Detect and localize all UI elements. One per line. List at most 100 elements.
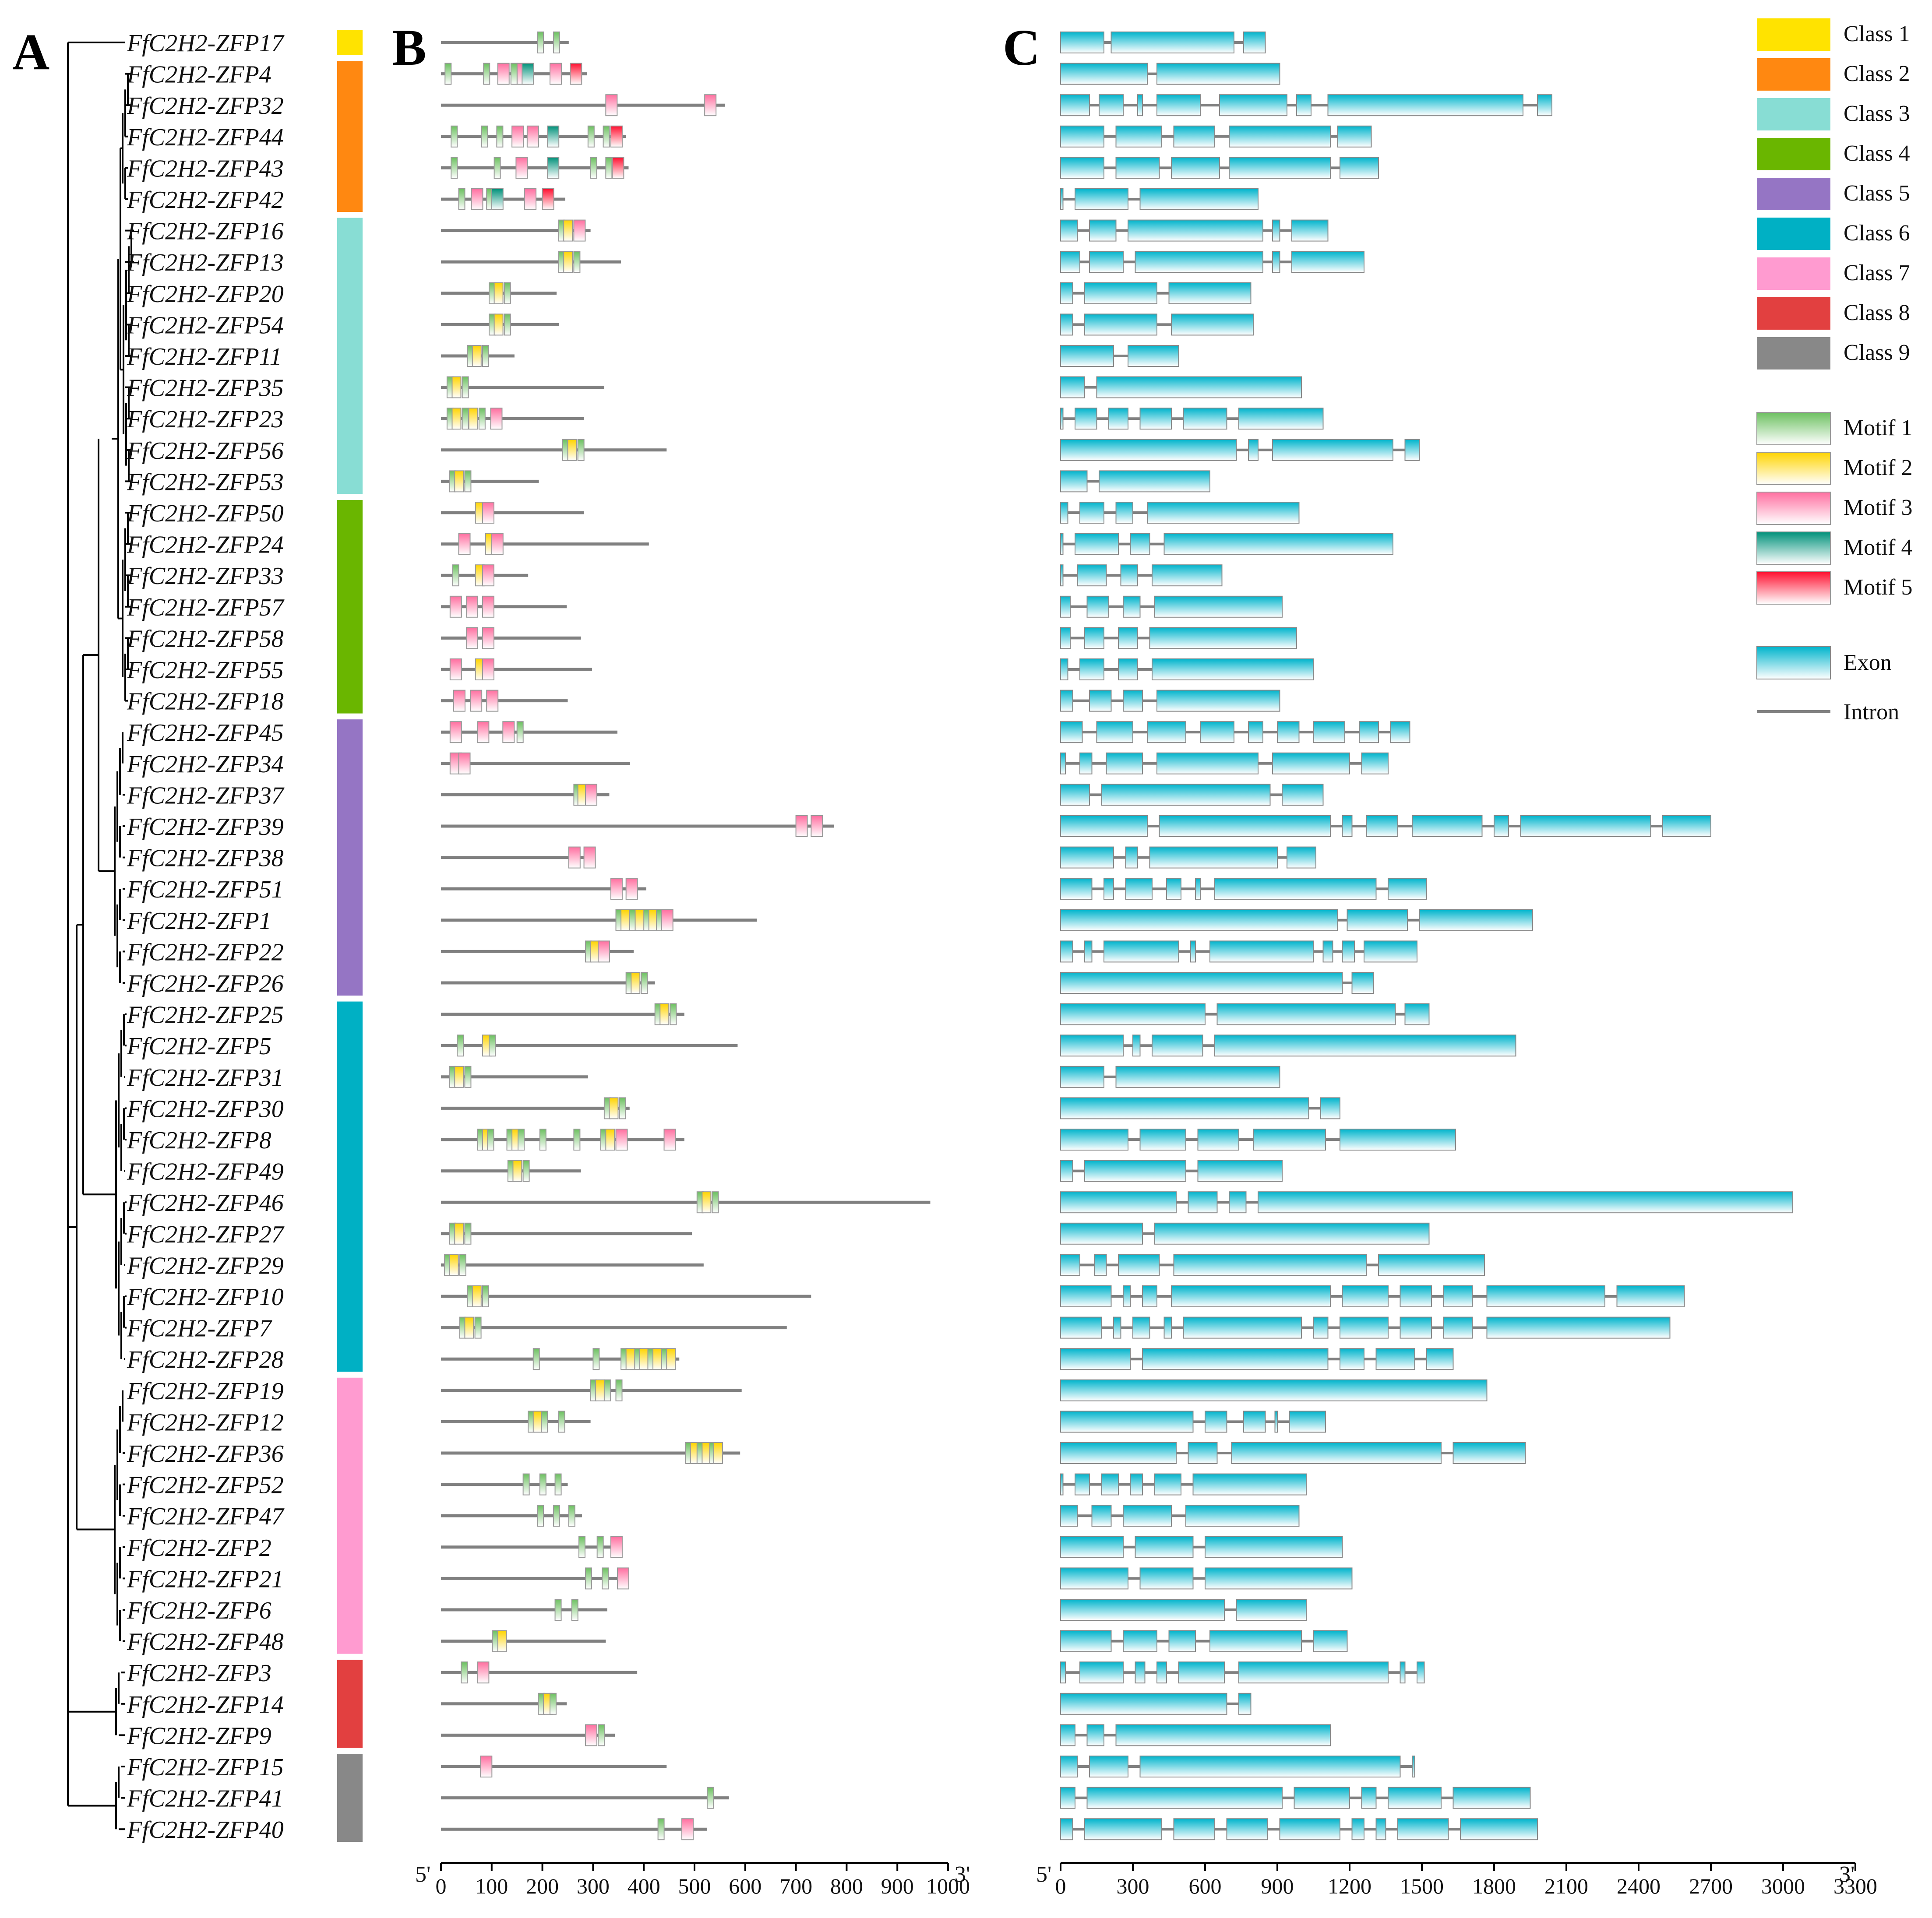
motif-5-box [570,63,582,85]
panel-letter-a: A [12,23,49,81]
exon-box [1060,1505,1078,1527]
exon-box [1188,1442,1218,1464]
motif-2-box [631,972,641,994]
legend-class-swatch [1757,18,1830,51]
exon-box [1378,1254,1485,1276]
exon-box [1108,408,1128,430]
exon-box [1139,1756,1401,1777]
exon-box [1209,1630,1302,1652]
motif-2-box [532,1411,543,1433]
exon-box [1060,721,1083,743]
exon-box [1139,408,1172,430]
exon-box [1327,94,1523,116]
exon-box [1079,752,1093,774]
motif-3-box [449,595,462,618]
motif-3-box [585,784,598,806]
motif-3-box [549,63,562,85]
legend-class-label: Class 5 [1844,181,1910,206]
exon-box [1125,846,1138,869]
motif-2-box [494,282,504,304]
gene-axis-tick-label: 3300 [1833,1874,1877,1898]
motif-3-box [465,627,478,649]
exon-box [1142,1348,1329,1370]
legend-class-label: Class 2 [1844,61,1910,86]
exon-box [1168,1630,1196,1652]
exon-box [1366,815,1398,837]
class-bar-4 [337,500,363,714]
exon-box [1060,1818,1073,1841]
motif-1-box [478,408,486,430]
exon-box [1075,188,1128,210]
exon-box [1060,188,1064,210]
motif-panel [441,32,931,1841]
motif-1-box [464,1222,472,1245]
exon-box [1099,470,1210,493]
exon-box [1060,1379,1488,1401]
motif-1-box [522,1473,530,1496]
exon-box [1115,125,1162,148]
gene-label: FfC2H2-ZFP41 [127,1785,284,1812]
exon-box [1320,1097,1340,1119]
motif-1-box [537,32,544,53]
exon-box [1216,1003,1396,1025]
motif-axis-tick-label: 1000 [926,1874,970,1898]
exon-box [1361,1787,1377,1809]
gene-label: FfC2H2-ZFP16 [127,218,284,245]
exon-box [1086,595,1109,618]
exon-box [1351,1818,1364,1841]
exon-box [1253,1129,1326,1151]
motif-3-box [610,1536,623,1558]
exon-box [1342,1285,1389,1307]
exon-box [1282,784,1324,806]
motif-3-box [663,1129,676,1151]
motif-3-box [449,658,462,680]
exon-box [1313,1316,1329,1339]
motif-1-box [615,1379,623,1401]
gene-axis-tick-label: 2400 [1617,1874,1661,1898]
exon-box [1342,815,1353,837]
legend-class-label: Class 9 [1844,340,1910,365]
exon-box [1400,1661,1406,1684]
exon-box [1322,940,1333,963]
exon-box [1243,1411,1266,1433]
motif-1-box [518,1129,525,1151]
motif-1-box [619,1097,626,1119]
motif-2-box [652,1348,663,1370]
class-bar-1 [337,30,363,55]
gene-label: FfC2H2-ZFP56 [127,437,284,465]
exon-box [1060,345,1114,367]
exon-box [1188,1191,1218,1214]
exon-box [1103,878,1114,900]
motif-1-box [457,1035,464,1057]
motif-3-box [597,940,610,963]
motif-1-box [549,1693,557,1715]
exon-box [1060,1599,1225,1621]
motif-3-box [490,408,503,430]
motif-2-box [451,376,462,398]
motif-1-box [482,345,489,367]
exon-box [1390,721,1410,743]
motif-1-box [458,188,465,210]
exon-box [1118,658,1138,680]
motif-1-box [670,1003,677,1025]
motif-2-box [702,1191,712,1214]
gene-label: FfC2H2-ZFP45 [127,719,284,746]
exon-box [1089,690,1112,712]
exon-box [1375,1818,1386,1841]
exon-box [1060,1285,1112,1307]
exon-box [1091,1505,1112,1527]
exon-box [1453,1442,1526,1464]
motif-2-box [605,1129,615,1151]
exon-box [1060,815,1148,837]
motif-3-box [681,1818,694,1841]
motif-1-box [459,1254,466,1276]
gene-label: FfC2H2-ZFP30 [127,1095,284,1123]
exon-box [1347,909,1408,931]
exon-box [1388,878,1427,900]
exon-box [1616,1285,1685,1307]
exon-box [1060,1567,1128,1590]
exon-box [1156,1661,1167,1684]
motif-1-box [444,63,452,85]
gene-axis-tick-label: 600 [1189,1874,1222,1898]
exon-box [1084,940,1093,963]
